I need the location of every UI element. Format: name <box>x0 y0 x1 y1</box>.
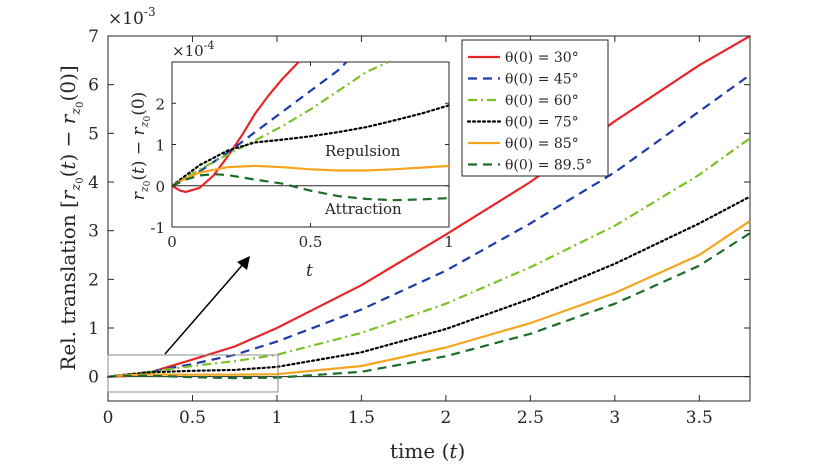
legend-items: θ(0) = 30° θ(0) = 45° θ(0) = 60° θ(0) = 75°… <box>466 50 592 174</box>
x-tick-label: 2.5 <box>517 408 544 428</box>
y-tick-label: 4 <box>88 173 99 193</box>
zoom-arrow-line <box>164 261 246 355</box>
legend-label-2: θ(0) = 60° <box>505 93 579 109</box>
y-tick-label: -1 <box>150 219 165 237</box>
inset-series-line-0 <box>172 62 301 193</box>
legend-box <box>461 39 609 177</box>
y-tick-label: 6 <box>88 76 99 96</box>
x-tick-label: 0 <box>103 408 114 428</box>
main-series-line-3 <box>106 195 752 378</box>
y-tick-label: 0 <box>155 178 165 196</box>
x-tick-label: 0 <box>167 233 177 251</box>
x-tick-label: 0.5 <box>179 408 206 428</box>
legend-label-3: θ(0) = 75° <box>505 115 579 131</box>
annotation-attraction: Attraction <box>324 200 402 218</box>
inset-series-line-3 <box>172 104 449 187</box>
x-tick-label: 1 <box>444 233 454 251</box>
main-x-label: time (t) <box>390 439 465 463</box>
inset-y-ticks: -1 0 1 2 <box>150 95 449 237</box>
y-tick-label: 3 <box>88 222 99 242</box>
zoom-arrow-head <box>237 256 250 270</box>
x-tick-label: 3 <box>609 408 620 428</box>
y-tick-label: 7 <box>88 27 99 47</box>
legend-label-0: θ(0) = 30° <box>505 50 579 66</box>
legend: θ(0) = 30° θ(0) = 45° θ(0) = 60° θ(0) = 75°… <box>461 39 609 177</box>
inset-series-line-4 <box>172 164 449 187</box>
annotation-repulsion: Repulsion <box>325 142 401 160</box>
main-series-line-5 <box>107 232 751 380</box>
x-tick-label: 0.5 <box>299 233 323 251</box>
x-tick-label: 3.5 <box>686 408 713 428</box>
inset-x-label: t <box>306 261 313 281</box>
main-y-ticks: 0 1 2 3 4 5 6 7 <box>88 27 750 388</box>
main-series-line-2 <box>107 137 751 378</box>
main-y-label: Rel. translation [rz0(t) − rz0(0)] <box>56 65 86 370</box>
inset-series-line-2 <box>172 62 389 187</box>
inset-x-ticks: 0 0.5 1 <box>167 62 454 251</box>
main-y-exponent: ×10-3 <box>108 5 156 29</box>
y-tick-label: 2 <box>155 95 165 113</box>
y-tick-label: 5 <box>88 124 99 144</box>
inset-series-group <box>172 62 449 202</box>
inset-plot-frame <box>171 61 450 228</box>
zoom-region-box <box>107 354 279 393</box>
inset-series-line-5 <box>172 173 449 202</box>
x-tick-label: 2 <box>440 408 451 428</box>
y-tick-label: 0 <box>88 368 99 388</box>
x-tick-label: 1 <box>272 408 283 428</box>
y-tick-label: 1 <box>88 319 99 339</box>
y-tick-label: 1 <box>155 137 165 155</box>
legend-label-4: θ(0) = 85° <box>505 136 579 152</box>
y-tick-label: 2 <box>88 270 99 290</box>
main-series-group <box>106 35 752 380</box>
main-x-ticks: 0 0.5 1 1.5 2 2.5 3 3.5 <box>103 36 713 428</box>
legend-label-5: θ(0) = 89.5° <box>505 158 592 174</box>
x-tick-label: 1.5 <box>348 408 375 428</box>
legend-label-1: θ(0) = 45° <box>505 72 579 88</box>
